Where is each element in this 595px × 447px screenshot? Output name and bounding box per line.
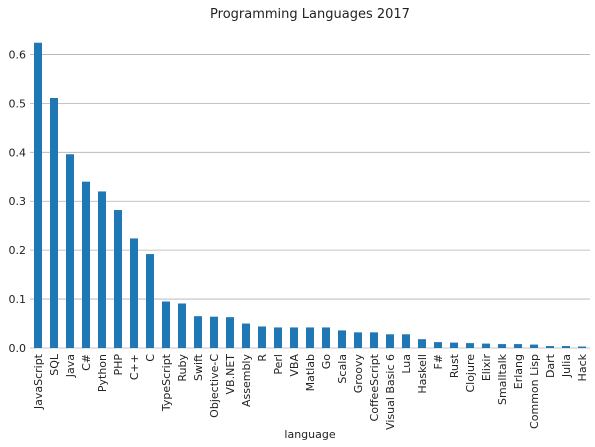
bar [370,332,378,348]
x-tick-label: JavaScript [32,353,45,410]
x-tick-label: TypeScript [160,353,173,412]
bar [194,316,202,348]
bar [482,343,490,348]
bar [178,303,186,348]
x-tick-label: Haskell [416,354,429,394]
bar [66,154,74,348]
bar [562,346,570,348]
x-tick-label: Rust [448,353,461,378]
x-tick-label: Dart [544,353,557,378]
bar [98,191,106,348]
x-tick-label: Swift [192,353,205,381]
bar [50,98,58,348]
x-tick-label: Go [320,354,333,370]
x-tick-label: Common Lisp [528,354,541,429]
x-tick-label: Python [96,354,109,392]
y-tick-label: 0.2 [9,244,27,257]
bar [466,343,474,348]
x-tick-label: Assembly [240,354,253,408]
y-tick-label: 0.0 [9,342,27,355]
x-tick-label: VBA [288,354,301,377]
bar [322,327,330,348]
bar [578,346,586,348]
bar [386,334,394,348]
x-tick-label: Scala [336,354,349,384]
bar [546,346,554,348]
x-tick-label: VB.NET [224,354,237,395]
bar [34,42,42,348]
bar [306,327,314,348]
bar [290,327,298,348]
x-tick-label: Visual Basic 6 [384,354,397,430]
bar [162,301,170,348]
x-tick-label: Objective-C [208,354,221,418]
bars [34,42,586,348]
bar [434,342,442,348]
bar [114,210,122,348]
x-tick-label: Groovy [352,354,365,394]
y-tick-label: 0.5 [9,97,27,110]
bar [498,344,506,348]
x-tick-label: PHP [112,354,125,376]
x-tick-label: SQL [48,353,61,376]
y-tick-label: 0.6 [9,48,27,61]
bar [514,344,522,348]
x-axis-ticks: JavaScript SQL Java C# Python PHP C++ C TypeScri… [32,353,589,430]
x-tick-label: F# [432,354,445,370]
bar [210,316,218,348]
bar [274,327,282,348]
x-tick-label: Ruby [176,354,189,382]
gridlines [30,54,590,349]
x-tick-label: Perl [272,354,285,375]
x-tick-label: Erlang [512,354,525,389]
x-tick-label: Elixir [480,354,493,382]
x-tick-label: Clojure [464,354,477,393]
x-tick-label: R [256,354,269,362]
x-tick-label: Lua [400,354,413,374]
x-tick-label: Smalltalk [496,353,509,405]
x-tick-label: Hack [576,353,589,381]
x-tick-label: C# [80,354,93,371]
bar [338,330,346,348]
chart-title: Programming Languages 2017 [210,7,410,22]
bar [450,342,458,348]
x-tick-label: Java [64,354,77,378]
x-tick-label: C++ [128,354,141,380]
bar [402,334,410,348]
bar [530,344,538,348]
x-tick-label: C [144,354,157,362]
y-tick-label: 0.4 [9,146,27,159]
x-axis-label: language [284,428,335,441]
bar [82,181,90,348]
bar [354,332,362,348]
x-tick-label: Matlab [304,354,317,391]
bar [226,317,234,348]
bar [418,339,426,348]
x-tick-label: CoffeeScript [368,353,381,421]
bar [146,254,154,348]
y-tick-label: 0.1 [9,293,27,306]
bar [130,238,138,348]
y-tick-label: 0.3 [9,195,27,208]
x-tick-label: Julia [560,354,573,378]
bar [242,323,250,348]
y-axis-ticks: 0.0 0.1 0.2 0.3 0.4 0.5 0.6 [9,48,27,355]
bar [258,326,266,348]
